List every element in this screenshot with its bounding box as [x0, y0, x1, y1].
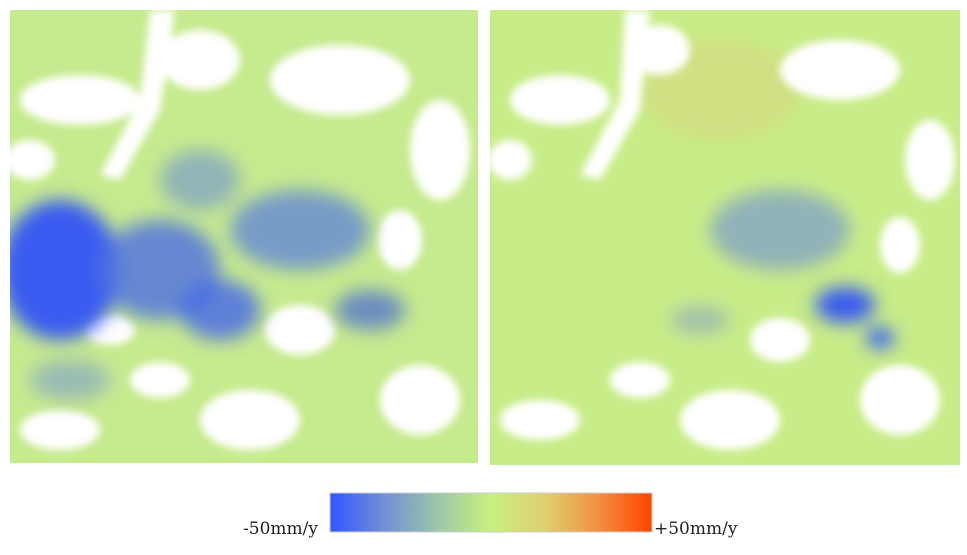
- map-left: [10, 10, 478, 463]
- colorbar-min-label: -50mm/y: [243, 519, 318, 539]
- colorbar-max-label: +50mm/y: [654, 519, 738, 539]
- map-right: [490, 10, 960, 465]
- colorbar: [329, 492, 653, 533]
